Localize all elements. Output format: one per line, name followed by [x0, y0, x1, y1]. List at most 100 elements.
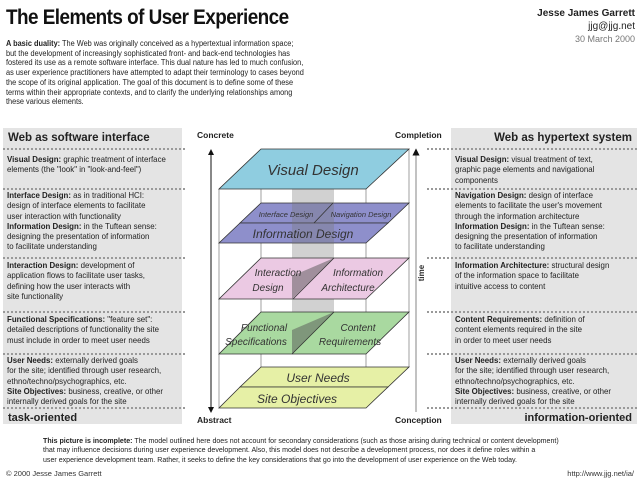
term-description: "feature set": — [105, 314, 153, 324]
page-title: The Elements of User Experience — [6, 6, 289, 29]
interaction-design-label: Design — [252, 283, 284, 294]
term-description: as in traditional HCI: — [70, 190, 145, 200]
term: User Needs: — [7, 355, 54, 365]
panel-row: Content Requirements: definition of conte… — [455, 314, 585, 345]
term-description: business, creative, or other — [514, 385, 611, 396]
information-design-plane — [218, 222, 390, 244]
term-description: elements (the "look" in "look-and-feel") — [7, 164, 142, 175]
abstract-label: Abstract — [197, 415, 232, 425]
footnote-line: The model outlined here does not account… — [132, 436, 559, 445]
intro-line: but the development of increasingly soph… — [6, 48, 290, 58]
term: Visual Design: — [455, 154, 510, 164]
panel-row: User Needs: externally derived goals for … — [455, 355, 611, 406]
term-description: for the site; identified through user re… — [7, 365, 162, 376]
scope-plane — [218, 311, 410, 355]
footnote-term: This picture is incomplete: — [43, 436, 133, 445]
panel-row: Visual Design: graphic treatment of inte… — [7, 154, 166, 175]
content-requirements-label: Requirements — [319, 337, 381, 348]
footnote-line: that may influence decisions during user… — [43, 445, 536, 455]
intro-paragraph: A basic duality: The Web was originally … — [6, 39, 304, 107]
term: Information Design: — [7, 220, 82, 231]
source-link[interactable]: http://www.jjg.net/ia/ — [567, 469, 634, 478]
time-label: time — [417, 264, 426, 281]
term-description: in the Tuftean sense: — [81, 220, 157, 231]
term-description: elements to facilitate the user's moveme… — [455, 200, 602, 211]
term-description: visual treatment of text, — [509, 154, 593, 164]
term-description: to facilitate understanding — [7, 241, 97, 252]
visual-design-label: Visual Design — [267, 162, 358, 179]
copyright: © 2000 Jesse James Garrett — [6, 469, 102, 478]
panel-row: Information Architecture: structural des… — [455, 260, 609, 291]
intro-line: as user experience practitioners have at… — [6, 68, 304, 78]
panel-heading: Web as hypertext system — [494, 132, 632, 144]
panel-row: Visual Design: visual treatment of text,… — [455, 154, 594, 185]
term-description: defining how the user interacts with — [7, 280, 131, 291]
author-block: Jesse James Garrett jjg@jjg.net 30 March… — [537, 8, 635, 46]
hypertext-system-panel: Web as hypertext system information-orie… — [451, 128, 637, 424]
term-description: structural design — [549, 260, 610, 270]
term-description: definition of — [542, 314, 585, 324]
panel-footer: task-oriented — [8, 412, 78, 424]
term: Site Objectives: — [7, 385, 67, 396]
panel-row: User Needs: externally derived goals for … — [7, 355, 163, 406]
intro-line: The Web was originally conceived as a hy… — [60, 39, 294, 48]
intro-line: fostered its use as a remote software in… — [6, 58, 304, 68]
panel-row: Functional Specifications: "feature set"… — [7, 314, 159, 345]
term-description: to facilitate understanding — [455, 241, 545, 252]
term: Visual Design: — [7, 154, 62, 164]
information-architecture-label: Information — [333, 268, 383, 279]
term: Navigation Design: — [455, 190, 527, 200]
panel-row: Interface Design: as in traditional HCI:… — [7, 190, 157, 252]
term-description: through the information architecture — [455, 210, 580, 221]
plane-divider — [292, 257, 335, 300]
information-architecture-label: Architecture — [320, 283, 375, 294]
term-description: business, creative, or other — [66, 385, 163, 396]
term-description: of the information space to facilitate — [455, 270, 580, 281]
term-description: development of — [78, 260, 135, 270]
footnote-line: user experience development team. Rather… — [43, 454, 517, 464]
interface-design-label: Interface Design — [259, 210, 314, 219]
term: Interaction Design: — [7, 260, 79, 270]
term-description: designing the presentation of informatio… — [7, 231, 150, 242]
panel-row: Interaction Design: development of applic… — [7, 260, 145, 301]
term-description: graphic page elements and navigational — [455, 164, 595, 175]
term-description: designing the presentation of informatio… — [455, 231, 598, 242]
term: Content Requirements: — [455, 314, 543, 324]
term: Functional Specifications: — [7, 314, 106, 324]
intro-term: A basic duality: — [6, 39, 61, 48]
term-description: in order to meet user needs — [455, 334, 552, 345]
interaction-design-label: Interaction — [255, 268, 302, 279]
intro-line: terms within their appropriate contexts,… — [6, 87, 293, 97]
user-needs-label: User Needs — [286, 371, 349, 385]
term: Information Architecture: — [455, 260, 550, 270]
intro-line: the scope of its original application. T… — [6, 77, 294, 87]
term-description: internally derived goals for the site — [7, 396, 127, 407]
term: Information Design: — [455, 220, 530, 231]
term-description: components — [455, 174, 498, 185]
term: Interface Design: — [7, 190, 71, 200]
software-interface-panel: Web as software interface task-oriented … — [3, 128, 182, 424]
conception-label: Conception — [395, 415, 442, 425]
content-requirements-label: Content — [340, 323, 376, 334]
date: 30 March 2000 — [574, 34, 635, 44]
term-description: ethno/techno/psychographics, etc. — [7, 375, 127, 386]
panel-row: Navigation Design: design of interface el… — [455, 190, 605, 252]
author-email: jjg@jjg.net — [588, 20, 635, 32]
term-description: detailed descriptions of functionality t… — [7, 324, 160, 335]
term-description: application flows to facilitate user tas… — [7, 270, 146, 281]
visual-design-plane — [218, 148, 411, 190]
author-name: Jesse James Garrett — [537, 8, 635, 19]
term: User Needs: — [455, 355, 502, 365]
functional-specifications-label: Specifications — [225, 337, 287, 348]
site-objectives-plane — [218, 386, 389, 409]
plane-divider — [291, 311, 335, 355]
completion-label: Completion — [395, 130, 442, 140]
term-description: content elements required in the site — [455, 324, 583, 335]
term-description: in the Tuftean sense: — [529, 220, 605, 231]
term-description: for the site; identified through user re… — [455, 365, 610, 376]
footnote: This picture is incomplete: The model ou… — [43, 436, 559, 464]
plane-divider — [313, 202, 334, 224]
term-description: ethno/techno/psychographics, etc. — [455, 375, 575, 386]
term-description: user interaction with functionality — [7, 210, 121, 221]
